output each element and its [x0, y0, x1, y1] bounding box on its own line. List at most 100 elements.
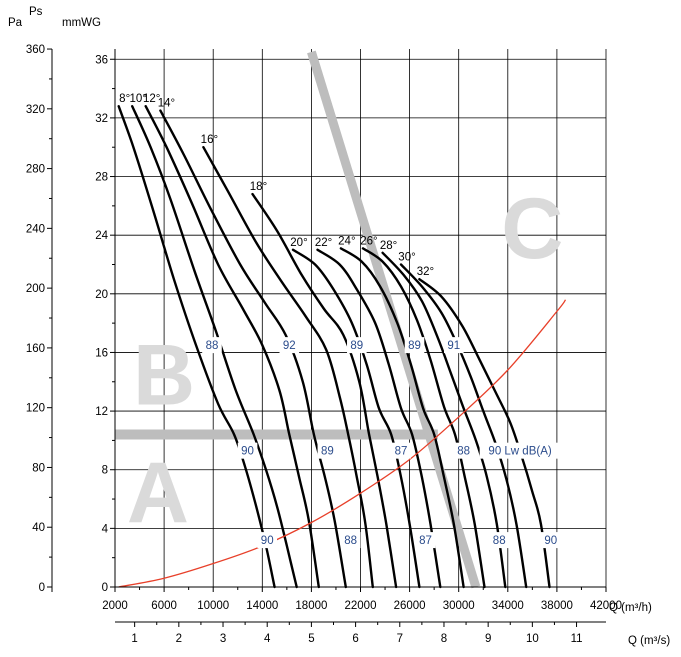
m3h-tick-label: 2000 — [102, 600, 128, 612]
blade-angle-curve — [361, 247, 486, 589]
blade-angle-curve — [316, 248, 442, 589]
mmwg-tick-label: 0 — [102, 582, 108, 594]
noise-level-label: 88 — [493, 535, 506, 547]
blade-angle-curve — [418, 278, 551, 589]
zone-letter-a: A — [127, 445, 189, 541]
mmwg-tick-label: 8 — [102, 465, 108, 477]
noise-level-label: 89 — [321, 446, 334, 458]
noise-level-label: 88 — [344, 535, 357, 547]
m3s-tick-label: 4 — [264, 633, 271, 645]
mmwg-tick-label: 16 — [95, 347, 108, 359]
blade-angle-label: 18° — [250, 181, 267, 193]
noise-level-label: 88 — [457, 446, 470, 458]
blade-angle-curve — [159, 109, 347, 589]
noise-label-bg — [489, 532, 510, 549]
blade-angle-label: 22° — [315, 237, 332, 249]
m3s-tick-label: 1 — [131, 633, 137, 645]
blade-angle-label: 26° — [360, 235, 377, 247]
blade-angle-label: 20° — [290, 237, 307, 249]
blade-angle-label: 24° — [338, 235, 355, 247]
pa-tick-label: 40 — [32, 522, 45, 534]
pa-tick-label: 0 — [39, 582, 45, 594]
pa-tick-label: 160 — [26, 343, 45, 355]
pa-tick-label: 320 — [26, 104, 45, 116]
noise-label-bg — [317, 442, 338, 459]
m3h-tick-label: 34000 — [492, 600, 524, 612]
y-right-label: mmWG — [62, 17, 101, 29]
y-top-label: Ps — [29, 6, 43, 18]
blade-angle-label: 12° — [143, 93, 160, 105]
noise-level-label: 91 — [447, 340, 460, 352]
blade-angle-label: 32° — [417, 266, 434, 278]
noise-level-label: 90 Lw dB(A) — [488, 446, 551, 458]
m3h-tick-label: 6000 — [151, 600, 177, 612]
m3s-tick-label: 5 — [308, 633, 314, 645]
blade-angle-label: 14° — [158, 98, 175, 110]
noise-label-bg — [479, 442, 561, 459]
noise-level-label: 87 — [419, 535, 432, 547]
blade-angle-label: 8° — [119, 93, 130, 105]
noise-label-bg — [202, 337, 222, 354]
m3s-tick-label: 8 — [441, 633, 447, 645]
label-layer: 8° 10°12°14° 16° 18° 20° 22° 24° 26° 28°30°32° 88… — [119, 93, 561, 549]
x-label-bottom: Q (m³/s) — [628, 635, 670, 647]
noise-label-bg — [347, 337, 367, 354]
m3s-tick-label: 10 — [526, 633, 539, 645]
noise-label-bg — [257, 532, 278, 549]
mmwg-tick-label: 24 — [95, 230, 108, 242]
m3s-tick-label: 3 — [220, 633, 226, 645]
mmwg-tick-label: 32 — [95, 113, 108, 125]
blade-angle-label: 30° — [398, 251, 415, 263]
m3h-tick-label: 42000 — [590, 600, 622, 612]
noise-label-bg — [404, 337, 425, 354]
mmwg-tick-label: 4 — [102, 523, 109, 535]
blade-angle-label: 28° — [380, 240, 397, 252]
pa-tick-label: 120 — [26, 403, 45, 415]
blade-angle-curve — [291, 248, 421, 589]
system-curve — [118, 299, 567, 588]
blade-angle-curve — [381, 251, 507, 589]
m3h-tick-label: 22000 — [345, 600, 377, 612]
m3h-tick-label: 38000 — [541, 600, 573, 612]
noise-label-bg — [237, 442, 258, 459]
m3s-tick-label: 9 — [485, 633, 491, 645]
blade-angle-curve — [339, 247, 465, 589]
mmwg-tick-label: 36 — [95, 54, 108, 66]
blade-angle-curve — [251, 192, 398, 589]
m3h-tick-label: 10000 — [197, 600, 229, 612]
pa-tick-label: 360 — [26, 44, 45, 56]
noise-level-label: 90 — [544, 535, 557, 547]
zone-letter-b: B — [133, 327, 195, 423]
noise-level-label: 92 — [283, 340, 296, 352]
blade-angle-label: 10° — [129, 93, 146, 105]
noise-level-label: 89 — [408, 340, 421, 352]
pa-tick-label: 200 — [26, 283, 45, 295]
noise-label-bg — [279, 337, 300, 354]
noise-label-bg — [340, 532, 361, 549]
blade-angle-curve — [399, 263, 528, 589]
blade-angle-label: 16° — [201, 134, 218, 146]
mmwg-tick-label: 12 — [95, 406, 108, 418]
m3h-tick-label: 30000 — [443, 600, 475, 612]
zone-letter-c: C — [501, 181, 563, 277]
noise-level-label: 90 — [261, 535, 274, 547]
m3h-tick-label: 14000 — [246, 600, 278, 612]
noise-level-label: 87 — [395, 446, 408, 458]
y-left-label: Pa — [8, 17, 23, 29]
m3s-tick-label: 7 — [397, 633, 403, 645]
mmwg-tick-label: 28 — [95, 172, 108, 184]
pa-tick-label: 240 — [26, 223, 45, 235]
noise-level-label: 88 — [206, 340, 219, 352]
blade-angle-curve — [144, 105, 320, 589]
blade-angle-curve — [131, 105, 298, 589]
blade-angle-curve — [117, 105, 276, 589]
noise-level-label: 90 — [241, 446, 254, 458]
noise-label-bg — [391, 442, 411, 459]
axes: 0408012016020024028032036004812162024283… — [8, 6, 670, 647]
noise-label-bg — [540, 532, 561, 549]
m3h-tick-label: 18000 — [295, 600, 327, 612]
noise-label-bg — [453, 442, 474, 459]
mmwg-tick-label: 20 — [95, 289, 108, 301]
m3s-tick-label: 2 — [176, 633, 182, 645]
noise-label-bg — [415, 532, 436, 549]
